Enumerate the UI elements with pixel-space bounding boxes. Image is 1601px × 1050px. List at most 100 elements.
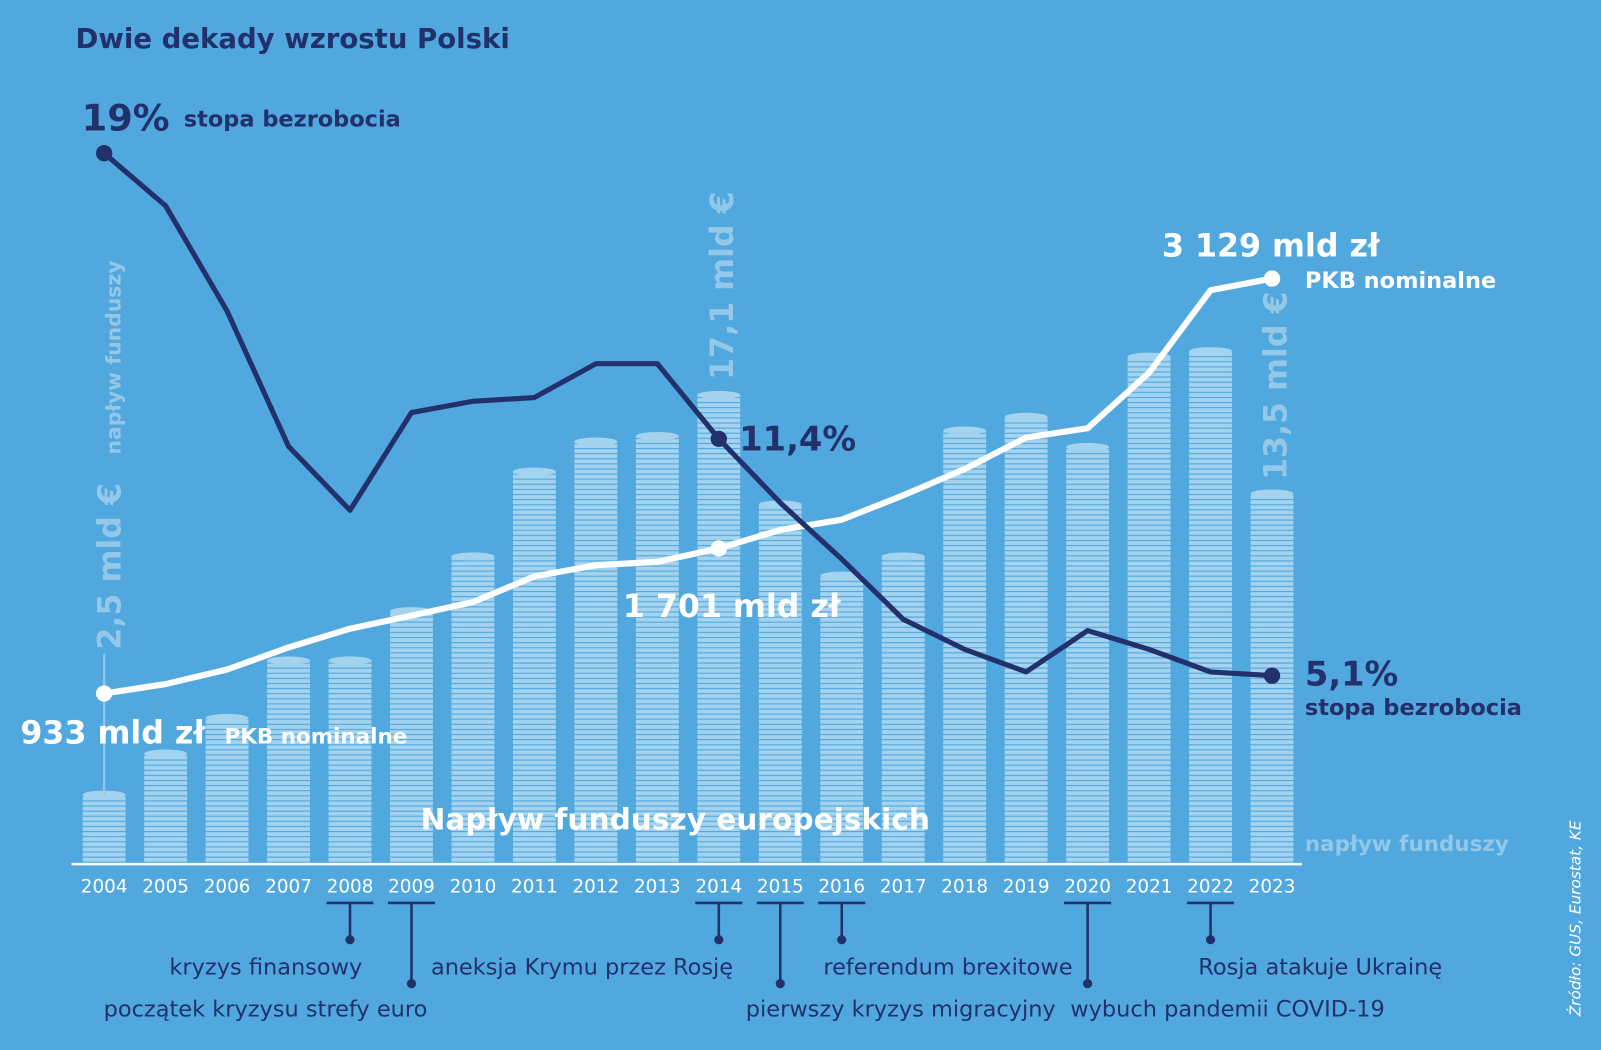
coin-top (144, 749, 188, 758)
unemployment-point-2004 (95, 145, 113, 162)
event-pin-dot (775, 979, 785, 989)
gdp-mid-value: 1 701 mld zł (623, 589, 842, 625)
coin-top (697, 390, 741, 400)
bar-2014 (697, 390, 741, 864)
funds-end-value: 13,5 mld € (1259, 291, 1295, 480)
gdp-start-value: 933 mld zł (20, 716, 206, 752)
bar-2005 (144, 749, 188, 864)
coin-stack (205, 718, 249, 864)
coin-top (943, 426, 987, 435)
x-tick-2017: 2017 (880, 877, 927, 898)
bar-2021 (1127, 352, 1171, 864)
x-tick-2004: 2004 (81, 877, 128, 898)
bar-2006 (205, 713, 249, 864)
event-2016: referendum brexitowe (818, 901, 1073, 980)
x-tick-2021: 2021 (1126, 877, 1173, 898)
unemp-start-value: 19% (82, 97, 170, 140)
event-label: Rosja atakuje Ukrainę (1198, 954, 1442, 980)
bar-2013 (635, 431, 679, 864)
x-tick-2019: 2019 (1003, 877, 1050, 898)
unemp-mid-value: 11,4% (739, 419, 856, 458)
coin-top (205, 713, 249, 723)
event-label: referendum brexitowe (823, 954, 1072, 980)
coin-top (267, 656, 310, 665)
coin-top (451, 552, 495, 561)
x-tick-2020: 2020 (1064, 877, 1111, 898)
bar-2012 (574, 437, 618, 864)
unemp-end-label: stopa bezrobocia (1305, 695, 1522, 721)
x-tick-2018: 2018 (941, 877, 988, 898)
bar-2022 (1189, 347, 1232, 864)
coin-top (1250, 489, 1294, 498)
coin-stack (635, 436, 679, 864)
unemployment-point-2014 (710, 430, 727, 448)
event-2014: aneksja Krymu przez Rosję (431, 901, 743, 980)
gdp-point-2004 (95, 685, 113, 702)
x-tick-2014: 2014 (695, 877, 742, 898)
coin-top (820, 571, 864, 580)
funds-start-value: 2,5 mld € (92, 483, 128, 650)
event-pin-dot (406, 979, 417, 989)
x-tick-2006: 2006 (204, 877, 251, 898)
event-2009: początek kryzysu strefy euro (104, 901, 435, 1022)
event-pin-dot (345, 935, 355, 945)
coin-stack (390, 611, 433, 864)
event-pin-dot (1205, 935, 1216, 945)
gdp-start-label: PKB nominalne (225, 725, 408, 750)
x-tick-2012: 2012 (573, 877, 620, 898)
unemployment-point-2023 (1263, 667, 1281, 684)
x-tick-2013: 2013 (634, 877, 681, 898)
bar-2007 (267, 656, 310, 864)
x-tick-2022: 2022 (1187, 877, 1234, 898)
bar-2015 (758, 500, 802, 864)
coin-stack (820, 575, 864, 864)
bar-2019 (1004, 412, 1048, 864)
coin-top (574, 437, 618, 446)
funds-start-label: napływ funduszy (101, 260, 125, 454)
funds-end-label: napływ funduszy (1305, 832, 1509, 857)
gdp-point-2014 (710, 540, 727, 557)
x-tick-2009: 2009 (388, 877, 435, 898)
unemp-end-value: 5,1% (1305, 654, 1398, 693)
coin-stack (1127, 356, 1171, 864)
coin-stack (758, 504, 802, 864)
x-tick-2015: 2015 (757, 877, 804, 898)
x-tick-labels: 2004 2005 2006 2007 2008 2009 2010 2011 2012 2013… (81, 877, 1296, 898)
coin-stack (1066, 447, 1110, 864)
coin-top (328, 656, 372, 665)
bar-2009 (390, 607, 433, 864)
coin-top (1004, 412, 1048, 421)
x-tick-2007: 2007 (265, 877, 312, 898)
event-2022: Rosja atakuje Ukrainę (1187, 901, 1442, 980)
gdp-point-2023 (1263, 270, 1281, 287)
event-pin-dot (714, 935, 724, 945)
coin-top (1189, 347, 1232, 356)
bar-2016 (820, 571, 864, 864)
bar-2004 (82, 790, 126, 864)
x-tick-2005: 2005 (142, 877, 189, 898)
event-label: początek kryzysu strefy euro (104, 996, 428, 1022)
gdp-line (103, 275, 1273, 697)
source-note: Źródło: GUS, Eurostat, KE (1566, 820, 1585, 1017)
bar-2008 (328, 656, 372, 864)
x-tick-2008: 2008 (327, 877, 374, 898)
event-2008: kryzys finansowy (169, 901, 374, 980)
coin-stack (267, 660, 310, 864)
gdp-end-label: PKB nominalne (1305, 268, 1496, 294)
coin-stack (82, 794, 126, 864)
x-tick-2011: 2011 (511, 877, 558, 898)
event-pin-dot (837, 935, 847, 945)
coin-top (635, 431, 679, 441)
coin-stack (1004, 416, 1048, 864)
chart-title: Dwie dekady wzrostu Polski (76, 22, 510, 55)
unemp-start-label: stopa bezrobocia (184, 107, 401, 133)
bar-2011 (512, 467, 556, 864)
events-group: kryzys finansowy początek kryzysu strefy … (104, 901, 1442, 1022)
bars-group (82, 347, 1294, 864)
event-pin-dot (1083, 979, 1093, 989)
coin-stack (1189, 351, 1232, 864)
gdp-end-value: 3 129 mld zł (1162, 228, 1381, 264)
event-label: pierwszy kryzys migracyjny (746, 996, 1056, 1022)
event-label: kryzys finansowy (169, 954, 362, 980)
